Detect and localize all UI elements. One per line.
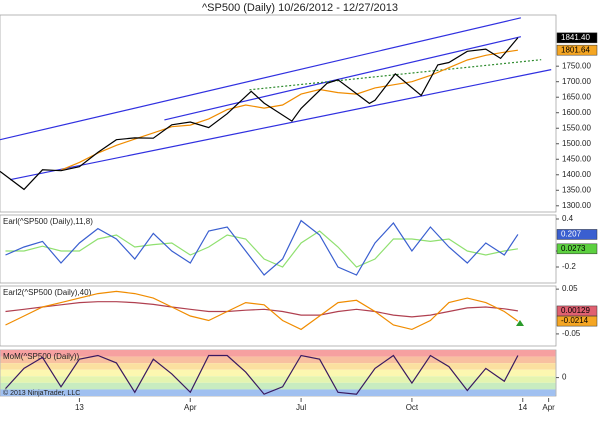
price-marker <box>556 32 598 44</box>
y-tick-label: 1600.00 <box>562 108 591 117</box>
pane <box>0 14 557 213</box>
series-line <box>5 230 518 268</box>
price-marker <box>556 44 598 56</box>
zone-band <box>0 369 556 377</box>
x-tick-label: Apr <box>542 403 555 412</box>
series-line <box>5 219 519 276</box>
price-marker-label: 0.0273 <box>561 244 586 253</box>
price-marker-label: 0.207 <box>561 230 582 239</box>
y-tick-label: 1450.00 <box>562 154 591 163</box>
zone-band <box>0 356 556 364</box>
pane-title: Earl2(^SP500 (Daily),40) <box>3 288 92 297</box>
zone-band <box>0 350 556 357</box>
price-marker <box>556 315 598 327</box>
price-marker <box>556 243 598 255</box>
pane-title: MoM(^SP500 (Daily)) <box>3 352 80 361</box>
y-tick-label: 1750.00 <box>562 61 591 70</box>
zone-band <box>0 382 556 390</box>
y-tick-label: 1400.00 <box>562 170 591 179</box>
x-tick-label: 13 <box>75 403 84 412</box>
price-marker <box>556 229 598 240</box>
y-tick-label: 1700.00 <box>562 77 591 86</box>
signal-arrow <box>516 320 524 326</box>
series-line <box>164 36 522 121</box>
y-tick-label: 0 <box>562 373 567 382</box>
price-marker-label: 1841.40 <box>561 33 590 42</box>
y-tick-label: -0.2 <box>562 262 576 271</box>
series-line <box>9 69 552 181</box>
x-tick-label: 14 <box>518 403 527 412</box>
y-tick-label: 1650.00 <box>562 92 591 101</box>
series-line <box>249 59 542 91</box>
zone-band <box>0 389 556 396</box>
pane-title: Earl(^SP500 (Daily),11,8) <box>3 217 93 226</box>
series-line <box>0 17 522 141</box>
y-tick-label: 1550.00 <box>562 123 591 132</box>
zone-band <box>0 376 556 383</box>
x-tick-label: Jul <box>296 403 306 412</box>
x-tick-label: Apr <box>184 403 197 412</box>
series-line <box>0 37 519 191</box>
copyright: © 2013 NinjaTrader, LLC <box>3 389 80 397</box>
x-tick-label: Oct <box>406 403 419 412</box>
y-tick-label: -0.05 <box>562 329 581 338</box>
chart-title: ^SP500 (Daily) 10/26/2012 - 12/27/2013 <box>202 2 398 14</box>
series-line <box>5 290 519 331</box>
price-marker-label: 0.00129 <box>561 306 590 315</box>
y-tick-label: 0.05 <box>562 284 578 293</box>
y-tick-label: 1300.00 <box>562 201 591 210</box>
y-tick-label: 1500.00 <box>562 139 591 148</box>
y-tick-label: 1350.00 <box>562 185 591 194</box>
series-line <box>5 354 519 395</box>
price-marker-label: -0.0214 <box>561 316 589 325</box>
zone-band <box>0 363 556 370</box>
y-tick-label: 0.4 <box>562 214 574 223</box>
price-marker-label: 1801.64 <box>561 45 590 54</box>
